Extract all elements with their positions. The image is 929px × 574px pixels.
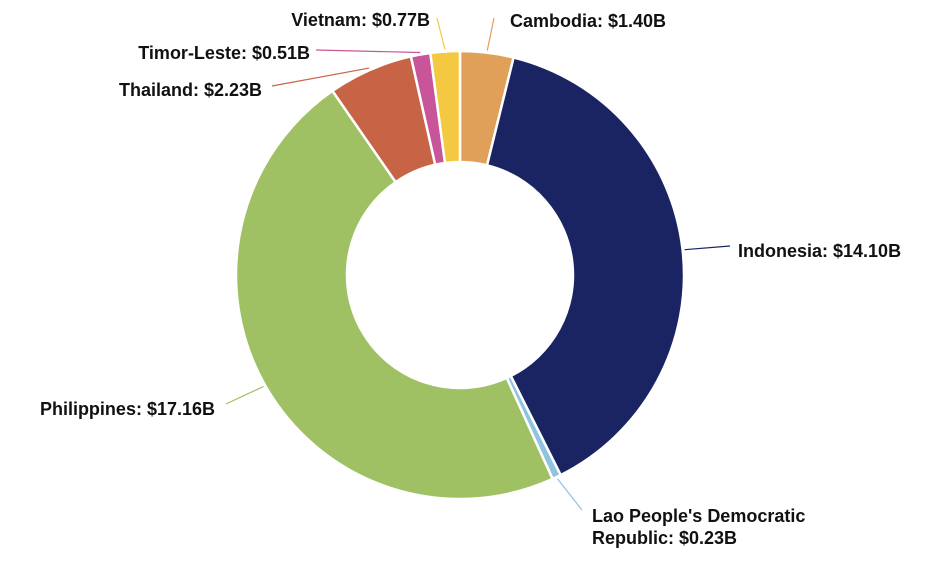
leader-line — [271, 67, 370, 87]
leader-line — [225, 385, 264, 405]
data-label: Lao People's Democratic Republic: $0.23B — [592, 506, 806, 548]
leader-line — [557, 478, 583, 511]
leader-line — [486, 17, 495, 51]
leader-line — [684, 245, 731, 251]
leader-line — [315, 49, 421, 54]
data-label: Thailand: $2.23B — [118, 80, 262, 100]
data-label: Vietnam: $0.77B — [291, 10, 430, 30]
data-label: Cambodia: $1.40B — [510, 11, 667, 31]
donut-slice — [428, 49, 462, 165]
data-label: Timor-Leste: $0.51B — [138, 43, 310, 63]
leader-line — [436, 17, 446, 50]
data-label: Philippines: $17.16B — [39, 399, 215, 419]
donut-slice — [234, 89, 555, 501]
donut-slice — [485, 55, 686, 477]
data-label: Indonesia: $14.10B — [738, 241, 902, 261]
